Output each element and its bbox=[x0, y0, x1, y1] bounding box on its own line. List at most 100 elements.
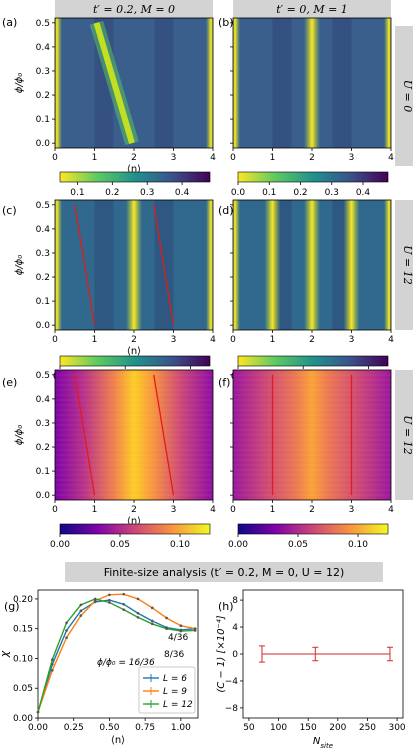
data-point bbox=[79, 609, 83, 613]
heatmap-ridge bbox=[126, 200, 142, 330]
heatmap-field bbox=[55, 18, 213, 148]
panel-label: (d) bbox=[218, 204, 234, 217]
colorbar-tick-label: 0.3 bbox=[325, 188, 339, 198]
y-tick-label: 0.3 bbox=[36, 67, 50, 77]
data-point bbox=[179, 629, 183, 633]
y-tick-label: 0.0 bbox=[36, 139, 51, 149]
series-line bbox=[37, 599, 196, 713]
colorbar-tick-label: 0.05 bbox=[110, 540, 130, 550]
panel-label: (g) bbox=[4, 600, 20, 613]
x-axis-label: ⟨n⟩ bbox=[127, 346, 141, 357]
section-title: Finite-size analysis (t′ = 0.2, M = 0, U… bbox=[104, 566, 345, 579]
y-tick-label: 0.4 bbox=[36, 395, 51, 405]
heatmap-field bbox=[55, 370, 213, 500]
x-tick-label: 3 bbox=[171, 505, 177, 515]
data-point bbox=[122, 592, 126, 596]
y-tick-label: 0.5 bbox=[36, 19, 50, 29]
x-tick-label: 2 bbox=[131, 505, 137, 515]
heatmap-ridge bbox=[384, 200, 391, 330]
data-point bbox=[65, 629, 68, 632]
column-title-box-left bbox=[55, 0, 213, 18]
x-tick-label: 2 bbox=[131, 335, 137, 345]
heatmap-ridge bbox=[304, 18, 320, 148]
annotation: ϕ/ϕ₀ = 16/36 bbox=[97, 658, 155, 668]
y-tick-label: 0.1 bbox=[36, 115, 50, 125]
x-tick-label: 1 bbox=[270, 335, 276, 345]
guide-line bbox=[153, 374, 175, 496]
x-tick-label: 1 bbox=[92, 335, 98, 345]
series-line bbox=[37, 598, 196, 713]
row-label-mid: U = 12 bbox=[401, 245, 414, 284]
x-tick-label: 1 bbox=[92, 505, 98, 515]
colorbar-tick-label: 0.3 bbox=[140, 188, 154, 198]
heatmap-field bbox=[233, 370, 391, 500]
guide-line bbox=[74, 374, 96, 496]
data-point bbox=[36, 710, 40, 714]
legend-label: L = 6 bbox=[163, 674, 187, 684]
x-tick-label: 200 bbox=[329, 723, 346, 733]
x-tick-label: 0 bbox=[230, 335, 236, 345]
y-tick-label: 8 bbox=[232, 596, 238, 606]
heatmap-ridge bbox=[233, 18, 240, 148]
colorbar-tick-label: 0.2 bbox=[293, 188, 307, 198]
data-point bbox=[179, 624, 183, 628]
x-tick-label: 100 bbox=[270, 723, 287, 733]
colorbar-tick-label: 0.4 bbox=[356, 188, 371, 198]
column-title-box-right bbox=[233, 0, 391, 18]
annotation: 4/36 bbox=[168, 633, 188, 643]
x-tick-label: 0 bbox=[52, 505, 58, 515]
x-tick-label: 3 bbox=[349, 335, 355, 345]
y-tick-label: −8 bbox=[225, 704, 239, 714]
data-point bbox=[93, 597, 97, 601]
heatmap-ridge bbox=[233, 200, 240, 330]
colorbar-tick-label: 0.00 bbox=[228, 540, 248, 550]
data-point bbox=[122, 602, 126, 606]
data-point bbox=[165, 616, 168, 620]
row-label-box-top bbox=[395, 26, 413, 166]
column-title-left: t′ = 0.2, M = 0 bbox=[93, 3, 175, 16]
data-point bbox=[65, 621, 68, 625]
data-point bbox=[79, 603, 83, 607]
heatmap-ridge bbox=[264, 200, 281, 330]
heatmap-band bbox=[94, 200, 114, 330]
x-axis-label: Nsite bbox=[313, 736, 333, 749]
data-point bbox=[150, 619, 154, 623]
colorbar bbox=[59, 171, 211, 183]
panel-label: (f) bbox=[218, 376, 230, 389]
data-point bbox=[93, 599, 97, 603]
colorbar-tick-label: 0.00 bbox=[50, 540, 70, 550]
column-title-right: t′ = 0, M = 1 bbox=[276, 3, 348, 16]
data-point bbox=[150, 606, 154, 610]
y-tick-label: 0.10 bbox=[13, 654, 33, 664]
data-point bbox=[108, 601, 111, 604]
heatmap-band bbox=[154, 18, 174, 148]
y-tick-label: 0.0 bbox=[36, 491, 51, 501]
series-line bbox=[37, 593, 196, 713]
x-tick-label: 0 bbox=[52, 153, 58, 163]
y-tick-label: 0.2 bbox=[36, 91, 50, 101]
data-point bbox=[79, 614, 83, 617]
row-label-box-mid bbox=[395, 200, 413, 330]
x-tick-label: 2 bbox=[309, 505, 315, 515]
y-tick-label: 4 bbox=[232, 623, 238, 633]
y-tick-label: 0.2 bbox=[36, 273, 50, 283]
colorbar bbox=[237, 171, 389, 183]
x-axis-label: ⟨n⟩ bbox=[127, 164, 141, 175]
x-tick-label: 4 bbox=[388, 335, 394, 345]
data-point bbox=[193, 627, 197, 630]
data-point bbox=[150, 622, 154, 626]
data-point bbox=[165, 627, 168, 630]
x-axis-label: ⟨n⟩ bbox=[111, 735, 125, 746]
guide-line bbox=[74, 204, 96, 326]
x-tick-label: 2 bbox=[309, 335, 315, 345]
heatmap-ridge bbox=[304, 200, 320, 330]
y-tick-label: 0.20 bbox=[13, 595, 33, 605]
y-tick-label: 0 bbox=[232, 650, 238, 660]
heatmap-ridge bbox=[93, 21, 135, 145]
x-tick-label: 300 bbox=[388, 723, 405, 733]
heatmap-ridge bbox=[384, 18, 391, 148]
legend-label: L = 9 bbox=[163, 687, 187, 697]
x-tick-label: 0.50 bbox=[99, 723, 119, 733]
colorbar-tick-label: 0.10 bbox=[170, 540, 190, 550]
